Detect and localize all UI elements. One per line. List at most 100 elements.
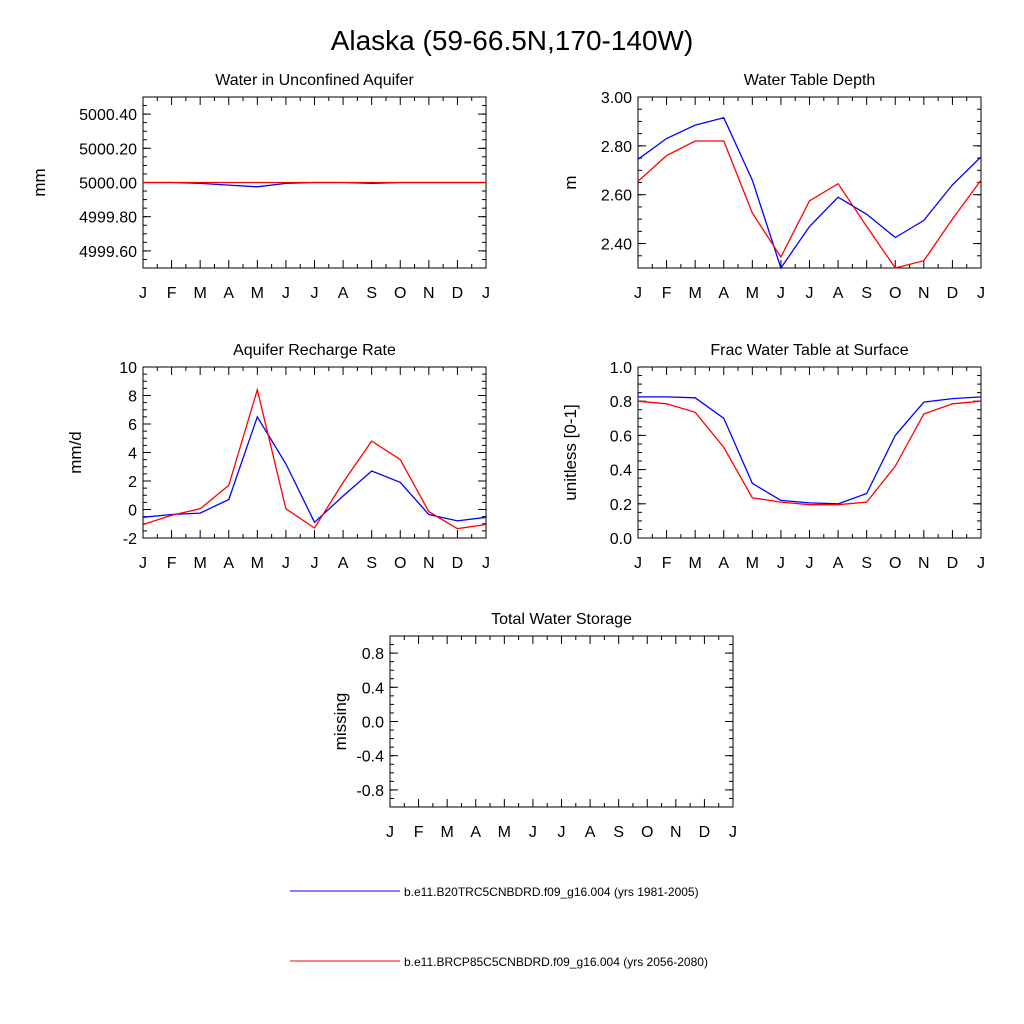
y-tick-label: -2 bbox=[123, 531, 137, 548]
x-tick-label: F bbox=[662, 285, 672, 302]
x-tick-label: J bbox=[529, 824, 537, 841]
series-line-2 bbox=[142, 387, 487, 530]
x-tick-label: J bbox=[311, 285, 319, 302]
x-tick-label: J bbox=[311, 555, 319, 572]
y-tick-label: 2.60 bbox=[601, 188, 632, 205]
x-tick-label: A bbox=[585, 824, 596, 841]
y-tick-label: 0.4 bbox=[610, 463, 632, 480]
x-tick-label: F bbox=[167, 285, 177, 302]
y-axis-label: mm/d bbox=[66, 431, 85, 474]
x-tick-label: N bbox=[423, 555, 435, 572]
y-tick-label: 2 bbox=[128, 474, 137, 491]
x-tick-label: M bbox=[746, 555, 759, 572]
y-axis-label: missing bbox=[331, 693, 350, 751]
x-tick-label: J bbox=[139, 285, 147, 302]
x-tick-label: O bbox=[889, 285, 901, 302]
x-tick-label: F bbox=[167, 555, 177, 572]
x-tick-label: A bbox=[223, 285, 234, 302]
x-tick-label: M bbox=[251, 285, 264, 302]
x-tick-label: D bbox=[452, 285, 464, 302]
x-tick-label: M bbox=[194, 285, 207, 302]
series-line-1 bbox=[638, 396, 982, 505]
x-tick-label: A bbox=[833, 555, 844, 572]
series-line-2 bbox=[637, 140, 982, 269]
x-tick-label: J bbox=[282, 555, 290, 572]
y-tick-label: 0.0 bbox=[610, 531, 632, 548]
y-tick-label: 0.2 bbox=[610, 497, 632, 514]
figure-title: Alaska (59-66.5N,170-140W) bbox=[331, 25, 694, 56]
y-tick-label: 5000.20 bbox=[79, 141, 137, 158]
x-tick-label: J bbox=[482, 285, 490, 302]
y-tick-label: 3.00 bbox=[601, 90, 632, 107]
x-tick-label: F bbox=[662, 555, 672, 572]
y-axis-label: m bbox=[561, 175, 580, 189]
x-tick-label: A bbox=[338, 285, 349, 302]
series-line-1 bbox=[637, 117, 982, 270]
y-axis-label: unitless [0-1] bbox=[561, 404, 580, 500]
x-tick-label: J bbox=[977, 285, 985, 302]
panel-title: Water in Unconfined Aquifer bbox=[215, 72, 414, 89]
x-tick-label: M bbox=[689, 285, 702, 302]
y-tick-label: -0.8 bbox=[356, 783, 384, 800]
x-tick-label: J bbox=[977, 555, 985, 572]
y-tick-label: 0.8 bbox=[610, 394, 632, 411]
x-tick-label: A bbox=[833, 285, 844, 302]
x-tick-label: M bbox=[498, 824, 511, 841]
x-tick-label: F bbox=[414, 824, 424, 841]
x-tick-label: D bbox=[947, 285, 959, 302]
y-tick-label: 5000.00 bbox=[79, 176, 137, 193]
y-tick-label: 1.0 bbox=[610, 360, 632, 377]
x-tick-label: M bbox=[746, 285, 759, 302]
x-tick-label: D bbox=[452, 555, 464, 572]
y-tick-label: 5000.40 bbox=[79, 107, 137, 124]
y-tick-label: 0.4 bbox=[362, 680, 384, 697]
x-tick-label: N bbox=[670, 824, 682, 841]
x-tick-label: A bbox=[338, 555, 349, 572]
panel-title: Water Table Depth bbox=[744, 72, 876, 89]
x-tick-label: A bbox=[718, 285, 729, 302]
y-tick-label: 2.40 bbox=[601, 237, 632, 254]
x-tick-label: J bbox=[634, 285, 642, 302]
panel-title: Aquifer Recharge Rate bbox=[233, 342, 396, 359]
x-tick-label: M bbox=[194, 555, 207, 572]
x-tick-label: J bbox=[729, 824, 737, 841]
x-tick-label: J bbox=[386, 824, 394, 841]
x-tick-label: O bbox=[889, 555, 901, 572]
x-tick-label: S bbox=[366, 555, 377, 572]
panel-title: Frac Water Table at Surface bbox=[710, 342, 908, 359]
x-tick-label: J bbox=[777, 285, 785, 302]
y-tick-label: 0.0 bbox=[362, 715, 384, 732]
legend-label-1: b.e11.B20TRC5CNBDRD.f09_g16.004 (yrs 198… bbox=[404, 885, 699, 899]
y-tick-label: 4999.80 bbox=[79, 210, 137, 227]
series-line-1 bbox=[142, 415, 487, 524]
panel-title: Total Water Storage bbox=[491, 611, 632, 628]
x-tick-label: N bbox=[918, 555, 930, 572]
y-tick-label: 4 bbox=[128, 446, 137, 463]
x-tick-label: J bbox=[777, 555, 785, 572]
y-axis-label: mm bbox=[30, 168, 49, 196]
y-tick-label: 6 bbox=[128, 417, 137, 434]
x-tick-label: S bbox=[861, 555, 872, 572]
x-tick-label: D bbox=[947, 555, 959, 572]
y-tick-label: 0.6 bbox=[610, 428, 632, 445]
x-tick-label: S bbox=[861, 285, 872, 302]
y-tick-label: 10 bbox=[119, 360, 137, 377]
x-tick-label: S bbox=[613, 824, 624, 841]
legend: b.e11.B20TRC5CNBDRD.f09_g16.004 (yrs 198… bbox=[290, 885, 708, 969]
y-tick-label: 8 bbox=[128, 389, 137, 406]
x-tick-label: O bbox=[394, 285, 406, 302]
x-tick-label: M bbox=[251, 555, 264, 572]
x-tick-label: A bbox=[470, 824, 481, 841]
series-line-2 bbox=[637, 400, 982, 506]
x-tick-label: O bbox=[394, 555, 406, 572]
x-tick-label: J bbox=[806, 555, 814, 572]
x-tick-label: M bbox=[689, 555, 702, 572]
y-tick-label: -0.4 bbox=[356, 749, 384, 766]
x-tick-label: J bbox=[806, 285, 814, 302]
